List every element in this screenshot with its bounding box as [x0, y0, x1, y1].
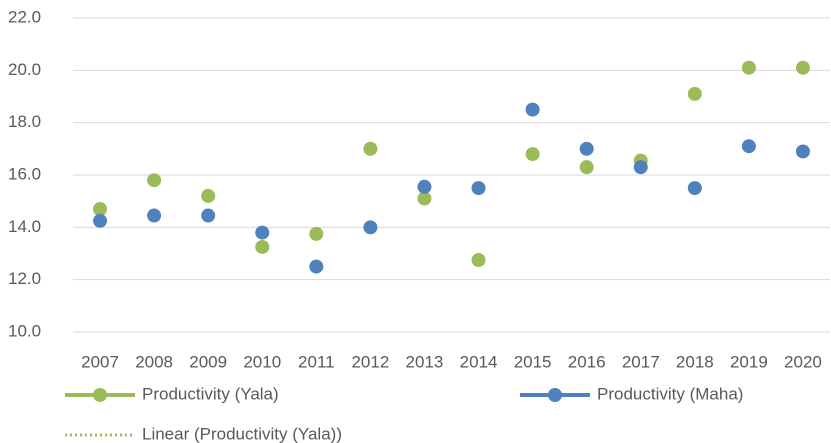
point	[309, 259, 324, 274]
point	[201, 208, 216, 223]
point	[795, 60, 810, 75]
y-tick-label: 18.0	[8, 112, 41, 131]
x-tick-label: 2019	[730, 352, 768, 371]
y-tick-label: 20.0	[8, 60, 41, 79]
x-tick-label: 2007	[81, 352, 119, 371]
legend-label: Linear (Productivity (Yala))	[142, 424, 342, 443]
point	[363, 220, 378, 235]
y-tick-label: 10.0	[8, 321, 41, 340]
legend-marker	[93, 388, 107, 402]
y-tick-label: 22.0	[8, 7, 41, 26]
point	[633, 160, 648, 175]
x-tick-label: 2018	[676, 352, 714, 371]
point	[417, 191, 432, 206]
legend-label: Productivity (Yala)	[142, 384, 279, 403]
point	[579, 141, 594, 156]
point	[255, 225, 270, 240]
point	[255, 239, 270, 254]
legend-label: Productivity (Maha)	[597, 384, 743, 403]
x-tick-label: 2008	[135, 352, 173, 371]
y-tick-label: 16.0	[8, 164, 41, 183]
point	[795, 144, 810, 159]
x-tick-label: 2012	[351, 352, 389, 371]
point	[525, 147, 540, 162]
point	[687, 181, 702, 196]
x-tick-label: 2013	[406, 352, 444, 371]
point	[93, 213, 108, 228]
point	[417, 179, 432, 194]
point	[147, 208, 162, 223]
y-tick-label: 14.0	[8, 217, 41, 236]
x-tick-label: 2014	[460, 352, 498, 371]
x-tick-label: 2015	[514, 352, 552, 371]
point	[471, 181, 486, 196]
point	[741, 60, 756, 75]
x-tick-label: 2017	[622, 352, 660, 371]
point	[579, 160, 594, 175]
x-tick-label: 2011	[298, 352, 335, 371]
legend-marker	[548, 388, 562, 402]
point	[147, 173, 162, 188]
x-tick-label: 2020	[784, 352, 822, 371]
point	[687, 86, 702, 101]
x-tick-label: 2009	[189, 352, 227, 371]
point	[363, 141, 378, 156]
point	[309, 226, 324, 241]
x-tick-label: 2016	[568, 352, 606, 371]
point	[525, 102, 540, 117]
point	[201, 188, 216, 203]
point	[741, 139, 756, 154]
point	[471, 253, 486, 268]
point	[93, 202, 108, 217]
x-tick-label: 2010	[243, 352, 281, 371]
y-tick-label: 12.0	[8, 269, 41, 288]
